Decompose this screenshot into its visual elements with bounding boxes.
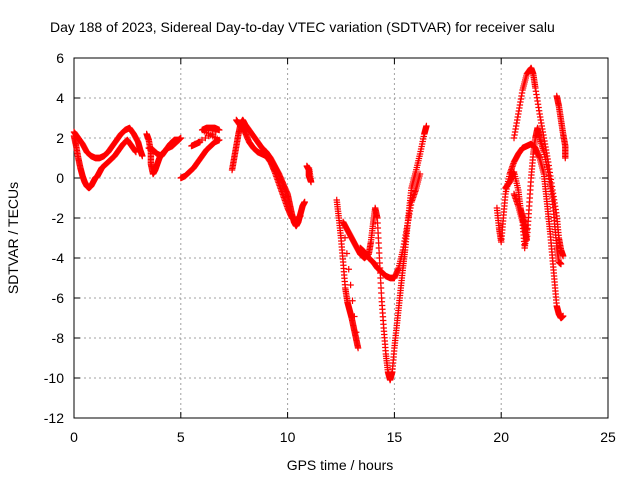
- y-tick-label: 0: [56, 170, 64, 186]
- series-segment-22.6-23: [553, 92, 569, 162]
- data-point: [345, 266, 352, 273]
- series-segment-12-17: [333, 122, 430, 384]
- data-point: [423, 122, 430, 130]
- data-point: [202, 134, 209, 142]
- data-point: [212, 128, 219, 136]
- series-segment-3-5-b: [145, 136, 182, 160]
- axis-ticks: 0 5 10 15 20 25 -12 -10 -8 -6 -4 -2 0 2 4 6: [44, 50, 616, 445]
- series-segment-12-17-b: [357, 170, 424, 282]
- x-axis-title: GPS time / hours: [287, 457, 394, 473]
- x-tick-label: 5: [177, 429, 185, 445]
- y-tick-label: -8: [52, 330, 65, 346]
- y-tick-label: -12: [44, 410, 64, 426]
- y-tick-label: -10: [44, 370, 64, 386]
- data-point: [559, 312, 567, 320]
- data-point: [354, 344, 362, 352]
- y-tick-label: -4: [52, 250, 65, 266]
- series-segment-7-11-b: [233, 116, 304, 224]
- y-axis-title: SDTVAR / TECUs: [5, 182, 21, 294]
- data-point: [341, 234, 349, 241]
- data-point: [562, 154, 569, 162]
- data-point: [175, 136, 182, 144]
- data-point: [216, 126, 223, 134]
- y-tick-label: -6: [52, 290, 65, 306]
- chart-title: Day 188 of 2023, Sidereal Day-to-day VTE…: [50, 19, 555, 35]
- data-point: [557, 260, 565, 268]
- data-points: [70, 64, 569, 384]
- series-segment-20-23-a: [493, 140, 567, 322]
- data-point: [416, 170, 424, 178]
- data-point: [343, 250, 351, 257]
- x-tick-label: 20: [493, 429, 509, 445]
- grid: [74, 58, 608, 418]
- series-early-high: [70, 124, 146, 162]
- y-tick-label: -2: [52, 210, 65, 226]
- data-point: [305, 164, 313, 172]
- data-point: [196, 138, 204, 146]
- series-segment-7-11-a: [228, 116, 308, 230]
- y-tick-label: 4: [56, 90, 64, 106]
- data-point: [349, 297, 356, 304]
- data-point: [205, 132, 213, 140]
- series-early-low: [70, 132, 140, 192]
- data-point: [297, 212, 304, 220]
- data-point: [351, 313, 358, 320]
- x-tick-label: 10: [280, 429, 296, 445]
- series-segment-20-21-d: [510, 190, 531, 252]
- data-point: [519, 210, 526, 218]
- x-tick-label: 25: [600, 429, 616, 445]
- y-tick-label: 2: [56, 130, 64, 146]
- series-segment-10.9-11.1: [303, 162, 315, 186]
- plot-frame: [73, 57, 609, 419]
- data-point: [209, 130, 216, 138]
- data-point: [301, 198, 308, 206]
- data-point: [353, 329, 360, 336]
- series-segment-5-7: [177, 124, 223, 182]
- x-tick-label: 15: [387, 429, 403, 445]
- y-tick-label: 6: [56, 50, 64, 66]
- data-point: [139, 152, 146, 160]
- x-tick-label: 0: [70, 429, 78, 445]
- data-point: [347, 281, 354, 289]
